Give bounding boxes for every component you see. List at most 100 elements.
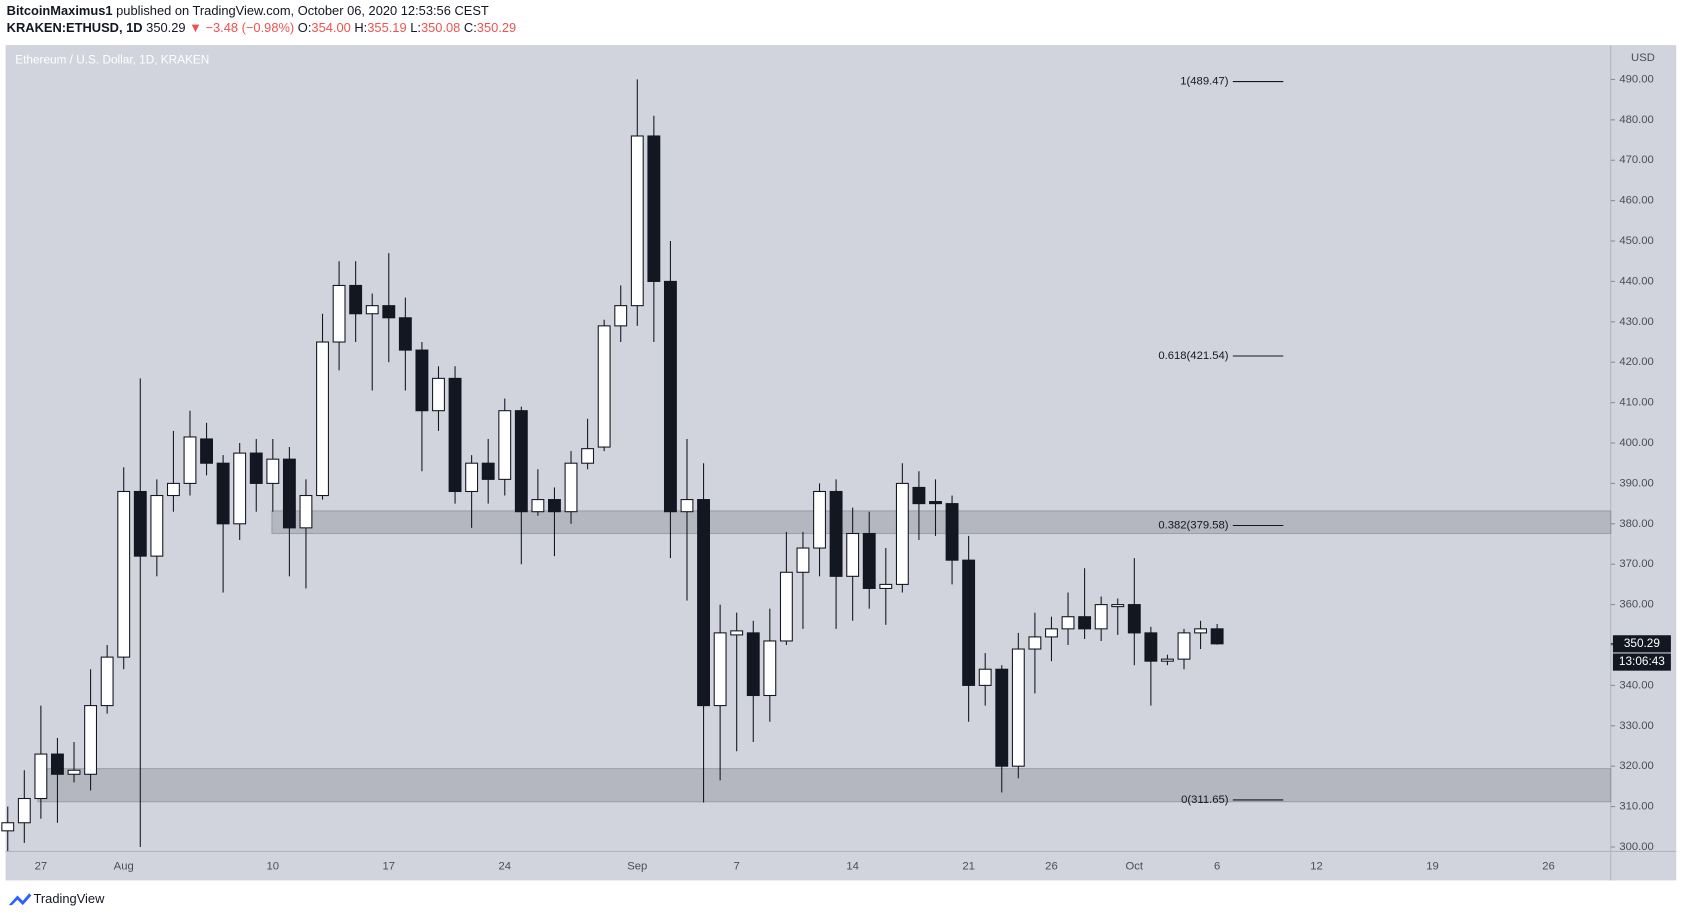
- x-tick-label: 6: [1214, 860, 1220, 872]
- candle-body: [895, 482, 909, 585]
- candle-body: [912, 486, 926, 505]
- candle-body: [365, 305, 379, 315]
- candle-body: [233, 452, 247, 525]
- candle-body: [1160, 658, 1174, 662]
- ohlc-value: 354.00: [311, 20, 350, 35]
- candle-body: [1078, 616, 1092, 630]
- candle-body: [929, 501, 942, 505]
- ohlc-value: 355.19: [367, 20, 406, 35]
- ohlc-label: L:: [410, 20, 421, 35]
- candle-body: [282, 458, 296, 529]
- x-tick-label: 21: [962, 860, 975, 872]
- candle-body: [1210, 628, 1224, 645]
- ohlc-value: 350.29: [477, 20, 516, 35]
- candle-body: [614, 305, 628, 327]
- candle-body: [763, 640, 777, 697]
- y-tick-label: 310.00: [1619, 801, 1653, 813]
- candle-body: [332, 284, 346, 343]
- candle-body: [564, 462, 578, 513]
- candle-body: [349, 284, 363, 315]
- y-tick-label: 440.00: [1619, 275, 1653, 287]
- published: published on TradingView.com, October 06…: [116, 3, 489, 18]
- candle-body: [398, 317, 412, 351]
- fib-label: 1(489.47): [1180, 76, 1228, 88]
- candle-body: [1111, 604, 1125, 608]
- candle-body: [34, 753, 48, 800]
- candle-body: [597, 325, 611, 448]
- ohlc-value: 350.08: [421, 20, 460, 35]
- candle-body: [117, 490, 131, 658]
- candle-body: [995, 668, 1009, 767]
- candle-body: [1127, 604, 1141, 634]
- y-tick-label: 460.00: [1619, 195, 1653, 207]
- y-tick-label: 430.00: [1619, 316, 1653, 328]
- y-tick-label: 470.00: [1619, 154, 1653, 166]
- candle-body: [1177, 632, 1191, 660]
- y-tick-label: 300.00: [1619, 841, 1653, 853]
- candle-body: [829, 490, 843, 577]
- last-price: 350.29: [146, 20, 185, 35]
- candle-body: [448, 377, 462, 493]
- candle-body: [1144, 632, 1158, 662]
- candle-body: [216, 462, 230, 525]
- ohlc-label: C:: [464, 20, 477, 35]
- candle-body: [67, 769, 81, 775]
- footer-logo: TradingView: [8, 891, 106, 906]
- y-tick-label: 330.00: [1619, 720, 1653, 732]
- candle-body: [1194, 628, 1208, 634]
- x-tick-label: 7: [734, 860, 740, 872]
- y-tick-label: 490.00: [1619, 73, 1653, 85]
- x-tick-label: Sep: [627, 860, 647, 872]
- ohlc-label: O:: [298, 20, 312, 35]
- candle-body: [51, 753, 64, 775]
- fib-label: 0(311.65): [1181, 794, 1229, 806]
- candle-body: [581, 448, 595, 464]
- axis-unit: USD: [1631, 52, 1655, 64]
- x-tick-label: 19: [1426, 860, 1439, 872]
- y-tick-label: 370.00: [1619, 558, 1653, 570]
- candle-body: [1094, 604, 1108, 630]
- zone: [271, 510, 1612, 535]
- candle-body: [879, 583, 893, 589]
- zone: [37, 768, 1612, 803]
- x-tick-label: Oct: [1126, 860, 1144, 872]
- candle-body: [697, 499, 711, 707]
- candle-body: [299, 494, 313, 529]
- candle-body: [862, 532, 876, 589]
- candle-body: [166, 482, 180, 497]
- header-line: BitcoinMaximus1 published on TradingView…: [7, 3, 489, 18]
- author: BitcoinMaximus1: [7, 3, 113, 18]
- candle-body: [100, 656, 114, 707]
- last-price-label: 350.29: [1624, 636, 1660, 650]
- candle-body: [945, 503, 959, 561]
- candle-body: [200, 438, 213, 464]
- y-tick-label: 410.00: [1619, 397, 1653, 409]
- x-tick-label: 12: [1310, 860, 1323, 872]
- y-tick-label: 420.00: [1619, 356, 1653, 368]
- candle-body: [1028, 636, 1042, 650]
- candle-body: [548, 499, 561, 513]
- candle-body: [183, 436, 197, 484]
- footer-brand: TradingView: [34, 891, 106, 906]
- y-tick-label: 340.00: [1619, 679, 1653, 691]
- symbol-line: KRAKEN:ETHUSD, 1D 350.29 ▼ −3.48 (−0.98%…: [7, 20, 517, 35]
- candle-body: [150, 494, 164, 557]
- candle-body: [1045, 628, 1058, 638]
- x-tick-label: 14: [846, 860, 859, 872]
- candle-body: [796, 547, 810, 573]
- chart-title: Ethereum / U.S. Dollar, 1D, KRAKEN: [15, 52, 209, 66]
- candle-body: [962, 559, 976, 686]
- last-price-box: [1612, 635, 1671, 653]
- countdown-box: [1612, 653, 1671, 671]
- y-tick-label: 390.00: [1619, 477, 1653, 489]
- x-tick-label: 26: [1045, 860, 1058, 872]
- candle-body: [680, 499, 694, 513]
- candle-body: [746, 632, 760, 697]
- y-tick-label: 480.00: [1619, 114, 1653, 126]
- x-tick-label: 26: [1542, 860, 1555, 872]
- candle-body: [498, 410, 512, 480]
- candle-body: [713, 632, 727, 707]
- y-tick-label: 360.00: [1619, 599, 1653, 611]
- arrow: ▼: [189, 20, 202, 35]
